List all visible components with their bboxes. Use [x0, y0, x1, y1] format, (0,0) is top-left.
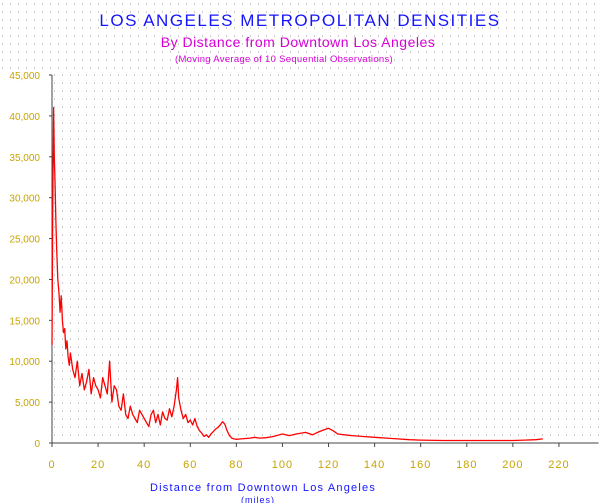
y-tick-label: 45,000: [9, 71, 40, 82]
y-tick-labels: 0 5,000 10,000 15,000 20,000 25,000 30,000 35,0…: [9, 71, 52, 450]
x-tick-label: 80: [229, 459, 243, 471]
density-series-line: [51, 107, 543, 442]
y-tick-label: 30,000: [9, 194, 40, 205]
y-tick-label: 10,000: [9, 357, 40, 368]
grid-dot-pattern: [2, 3, 599, 444]
chart-title: LOS ANGELES METROPOLITAN DENSITIES: [99, 11, 500, 30]
grid-dots: [2, 3, 599, 444]
x-tick-label: 180: [456, 459, 477, 471]
x-tick-label: 200: [502, 459, 523, 471]
chart-subtitle: By Distance from Downtown Los Angeles: [161, 34, 436, 50]
y-tick-label: 20,000: [9, 275, 40, 286]
x-axis-unit: (miles): [241, 495, 275, 503]
x-tick-label: 120: [318, 459, 339, 471]
x-tick-label: 0: [48, 459, 55, 471]
axes: [51, 75, 598, 444]
y-tick-label: 0: [34, 439, 40, 450]
x-tick-label: 160: [410, 459, 431, 471]
x-tick-labels: 0 20 40 60 80 100 120 140 160 180 200 220: [48, 443, 569, 471]
x-axis-label: Distance from Downtown Los Angeles: [150, 482, 376, 494]
x-tick-label: 40: [137, 459, 151, 471]
y-tick-label: 15,000: [9, 316, 40, 327]
x-tick-label: 20: [91, 459, 105, 471]
x-tick-label: 220: [548, 459, 569, 471]
y-tick-label: 40,000: [9, 112, 40, 123]
chart-note: (Moving Average of 10 Sequential Observa…: [175, 54, 393, 65]
y-tick-label: 5,000: [15, 398, 40, 409]
x-tick-label: 100: [272, 459, 293, 471]
x-tick-label: 140: [364, 459, 385, 471]
y-tick-label: 25,000: [9, 235, 40, 246]
x-tick-label: 60: [183, 459, 197, 471]
y-tick-label: 35,000: [9, 153, 40, 164]
